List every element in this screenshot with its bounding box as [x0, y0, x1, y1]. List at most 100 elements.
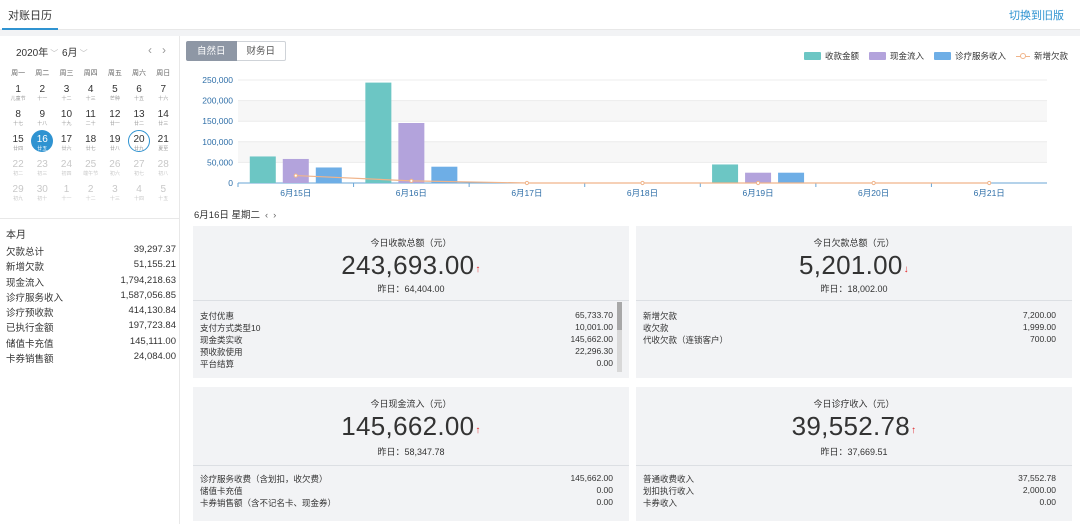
detail-row: 卡券销售额（含不记名卡、现金券） 0.00 [200, 497, 613, 509]
calendar-day[interactable]: 22 初二 [6, 157, 30, 182]
detail-value: 0.00 [596, 485, 613, 495]
calendar-day[interactable]: 2 十二 [79, 182, 103, 207]
day-number: 24 [60, 159, 73, 170]
summary-label: 已执行金额 [6, 323, 54, 335]
day-number: 22 [12, 159, 24, 170]
bar [398, 122, 425, 183]
calendar-day[interactable]: 4 十三 [79, 82, 103, 107]
divider [0, 218, 180, 219]
summary-row: 欠款总计 39,297.37 [6, 244, 176, 259]
detail-row: 新增欠款 7,200.00 [643, 310, 1056, 322]
calendar-day[interactable]: 4 十四 [127, 182, 151, 207]
summary-row: 诊疗预收款 414,130.84 [6, 305, 176, 320]
legend-item[interactable]: 收款金额 [803, 50, 859, 62]
year-select[interactable]: 2020年 ﹀ [16, 44, 58, 59]
calendar-day[interactable]: 17 廿六 [54, 132, 78, 157]
detail-row: 支付优惠 65,733.70 [200, 310, 613, 322]
day-number: 2 [87, 184, 94, 195]
calendar-day[interactable]: 11 二十 [79, 107, 103, 132]
detail-value: 1,999.00 [1022, 322, 1056, 332]
calendar-day[interactable]: 1 十一 [54, 182, 78, 207]
day-number: 16 [36, 134, 48, 145]
yesterday-value: 昨日：37,669.51 [820, 447, 888, 457]
calendar-day[interactable]: 1 儿童节 [6, 82, 30, 107]
card-value: 5,201.00↓ [636, 250, 1072, 281]
legend-item[interactable]: 诊疗服务收入 [933, 50, 1006, 62]
calendar-day[interactable]: 26 初六 [103, 157, 127, 182]
value-text: 145,662.00 [341, 411, 475, 441]
calendar-day[interactable]: 7 十六 [151, 82, 175, 107]
day-number: 25 [85, 159, 97, 170]
calendar-day[interactable]: 6 十五 [127, 82, 151, 107]
natural-day-button[interactable]: 自然日 [186, 41, 237, 61]
chevron-left-icon[interactable]: ‹ [148, 43, 152, 57]
calendar-day[interactable]: 29 初九 [6, 182, 30, 207]
calendar-day[interactable]: 9 十八 [30, 107, 54, 132]
month-select[interactable]: 6月 ﹀ [62, 44, 88, 59]
calendar-day[interactable]: 15 廿四 [6, 132, 30, 157]
calendar-day[interactable]: 23 初三 [30, 157, 54, 182]
day-number: 3 [63, 84, 70, 95]
calendar-day[interactable]: 3 十三 [103, 182, 127, 207]
lunar-date: 十一 [37, 96, 48, 102]
scrollbar[interactable] [617, 302, 622, 372]
calendar-day[interactable]: 5 十五 [151, 182, 175, 207]
card-income-total: 今日收款总额（元） 243,693.00↑ 昨日：64,404.00 支付优惠 6… [193, 226, 629, 378]
top-bar: 对账日历 切换到旧版 [0, 0, 1080, 30]
x-tick-label: 6月18日 [627, 188, 658, 198]
calendar-day[interactable]: 5 芒种 [103, 82, 127, 107]
calendar-day[interactable]: 20 廿九 [127, 130, 151, 157]
detail-value: 145,662.00 [570, 473, 613, 483]
lunar-date: 二十 [85, 121, 96, 127]
y-tick-label: 100,000 [202, 137, 233, 147]
detail-row: 划扣执行收入 2,000.00 [643, 485, 1056, 497]
calendar-day[interactable]: 30 初十 [30, 182, 54, 207]
calendar-day[interactable]: 3 十二 [54, 82, 78, 107]
legend-item[interactable]: 新增欠款 [1015, 50, 1068, 62]
calendar-day[interactable]: 10 十九 [54, 107, 78, 132]
calendar-day[interactable]: 28 初八 [151, 157, 175, 182]
chevron-right-icon[interactable]: › [273, 210, 277, 221]
calendar-day[interactable]: 8 十七 [6, 107, 30, 132]
calendar-day[interactable]: 21 夏至 [151, 132, 175, 157]
detail-row: 支付方式类型10 10,001.00 [200, 322, 613, 334]
calendar-day[interactable]: 2 十一 [30, 82, 54, 107]
tab-reconciliation-calendar[interactable]: 对账日历 [2, 8, 58, 30]
lunar-date: 廿七 [85, 146, 96, 152]
lunar-date: 十七 [13, 121, 24, 127]
day-number: 8 [15, 109, 21, 120]
finance-day-button[interactable]: 财务日 [236, 41, 287, 61]
bar [282, 158, 309, 183]
chevron-left-icon[interactable]: ‹ [265, 210, 269, 221]
calendar-day[interactable]: 14 廿三 [151, 107, 175, 132]
calendar-day[interactable]: 25 端午节 [79, 157, 103, 182]
legend-line-swatch [1015, 52, 1030, 60]
legend-item[interactable]: 现金流入 [868, 50, 924, 62]
detail-label: 收欠款 [643, 323, 669, 333]
calendar-day[interactable]: 24 初四 [54, 157, 78, 182]
weekday-label: 周一 [11, 70, 26, 77]
lunar-date: 十二 [61, 96, 72, 102]
chevron-right-icon[interactable]: › [162, 43, 166, 57]
lunar-date: 十三 [85, 96, 96, 102]
day-number: 11 [85, 109, 96, 120]
lunar-date: 初八 [158, 171, 169, 177]
calendar-day[interactable]: 19 廿八 [103, 132, 127, 157]
summary-label: 储值卡充值 [6, 338, 54, 350]
arrow-up-icon: ↑ [911, 425, 917, 436]
detail-label: 平台结算 [200, 359, 235, 369]
card-title: 今日诊疗收入（元） [813, 399, 895, 409]
calendar-day[interactable]: 27 初七 [127, 157, 151, 182]
calendar-day[interactable]: 18 廿七 [79, 132, 103, 157]
legend-swatch [803, 52, 821, 60]
day-number: 15 [12, 134, 24, 145]
calendar-day[interactable]: 16 廿五 [30, 130, 54, 157]
scrollbar-thumb[interactable] [617, 302, 622, 330]
lunar-date: 初三 [37, 171, 48, 177]
y-tick-label: 50,000 [207, 157, 233, 167]
detail-value: 145,662.00 [570, 334, 613, 344]
calendar-day[interactable]: 13 廿二 [127, 107, 151, 132]
lunar-date: 十六 [158, 96, 169, 102]
switch-old-version-link[interactable]: 切换到旧版 [1009, 10, 1064, 22]
calendar-day[interactable]: 12 廿一 [103, 107, 127, 132]
